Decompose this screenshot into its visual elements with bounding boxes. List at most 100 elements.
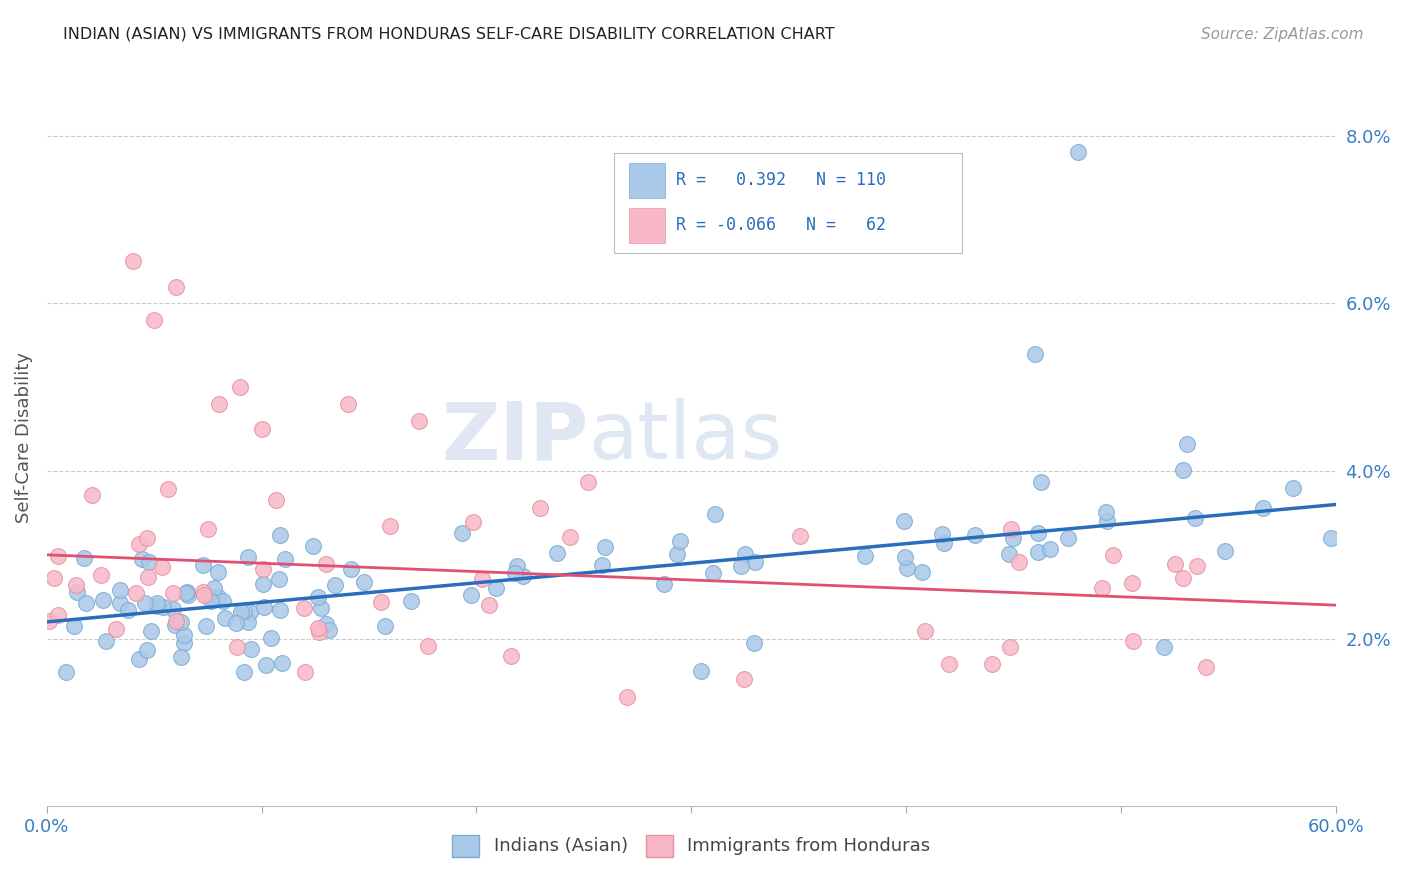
Point	[666, 547, 689, 561]
Point	[270, 656, 292, 670]
Point	[173, 628, 195, 642]
Point	[125, 585, 148, 599]
Point	[136, 642, 159, 657]
Point	[1097, 514, 1119, 528]
FancyBboxPatch shape	[630, 163, 665, 198]
Point	[1185, 559, 1208, 574]
Point	[267, 572, 290, 586]
Point	[1153, 640, 1175, 654]
Point	[156, 482, 179, 496]
Point	[165, 614, 187, 628]
Point	[503, 566, 526, 580]
Point	[121, 254, 143, 268]
Point	[308, 625, 330, 640]
FancyBboxPatch shape	[614, 153, 962, 253]
Point	[128, 537, 150, 551]
Point	[1195, 660, 1218, 674]
Point	[529, 500, 551, 515]
Point	[226, 640, 249, 655]
Point	[931, 527, 953, 541]
Point	[558, 530, 581, 544]
Point	[370, 595, 392, 609]
Point	[353, 574, 375, 589]
Point	[146, 596, 169, 610]
Point	[169, 615, 191, 629]
Point	[591, 558, 613, 572]
Point	[108, 595, 131, 609]
Point	[616, 690, 638, 705]
Point	[1164, 557, 1187, 571]
Point	[744, 555, 766, 569]
Point	[1281, 481, 1303, 495]
Point	[214, 611, 236, 625]
Point	[703, 508, 725, 522]
Point	[1122, 634, 1144, 648]
Point	[1213, 544, 1236, 558]
Point	[484, 582, 506, 596]
Point	[105, 622, 128, 636]
Point	[1101, 548, 1123, 562]
Point	[1095, 505, 1118, 519]
Point	[138, 569, 160, 583]
Point	[408, 413, 430, 427]
Point	[143, 313, 166, 327]
Point	[207, 590, 229, 604]
Point	[730, 558, 752, 573]
Point	[1031, 475, 1053, 489]
Point	[62, 619, 84, 633]
Point	[460, 588, 482, 602]
Point	[165, 279, 187, 293]
Point	[193, 588, 215, 602]
Point	[46, 607, 69, 622]
Point	[318, 624, 340, 638]
Point	[1173, 571, 1195, 585]
Point	[1091, 581, 1114, 595]
Point	[202, 581, 225, 595]
Point	[269, 603, 291, 617]
Point	[150, 560, 173, 574]
Point	[463, 515, 485, 529]
Point	[134, 597, 156, 611]
Point	[269, 528, 291, 542]
Point	[307, 590, 329, 604]
Point	[65, 578, 87, 592]
Point	[702, 566, 724, 581]
Text: R =   0.392   N = 110: R = 0.392 N = 110	[676, 171, 886, 189]
Legend: Indians (Asian), Immigrants from Honduras: Indians (Asian), Immigrants from Hondura…	[444, 827, 938, 863]
Point	[1251, 500, 1274, 515]
Point	[323, 578, 346, 592]
Point	[896, 561, 918, 575]
Point	[1184, 510, 1206, 524]
Point	[690, 664, 713, 678]
Point	[789, 529, 811, 543]
Point	[734, 547, 756, 561]
Point	[94, 634, 117, 648]
Point	[450, 526, 472, 541]
Point	[1000, 640, 1022, 654]
Point	[239, 606, 262, 620]
Point	[506, 558, 529, 573]
Point	[1171, 462, 1194, 476]
Point	[292, 601, 315, 615]
Point	[478, 599, 501, 613]
Point	[1057, 531, 1080, 545]
Text: R = -0.066   N =   62: R = -0.066 N = 62	[676, 216, 886, 234]
Point	[93, 593, 115, 607]
Point	[307, 621, 329, 635]
Point	[1008, 555, 1031, 569]
Point	[914, 624, 936, 638]
Point	[146, 599, 169, 613]
Point	[273, 551, 295, 566]
Point	[38, 615, 60, 629]
Point	[139, 624, 162, 638]
Point	[1026, 525, 1049, 540]
Point	[250, 422, 273, 436]
Point	[152, 600, 174, 615]
Point	[253, 599, 276, 614]
Point	[252, 576, 274, 591]
Point	[652, 577, 675, 591]
Point	[197, 522, 219, 536]
Point	[471, 572, 494, 586]
Point	[236, 615, 259, 629]
Point	[46, 549, 69, 563]
